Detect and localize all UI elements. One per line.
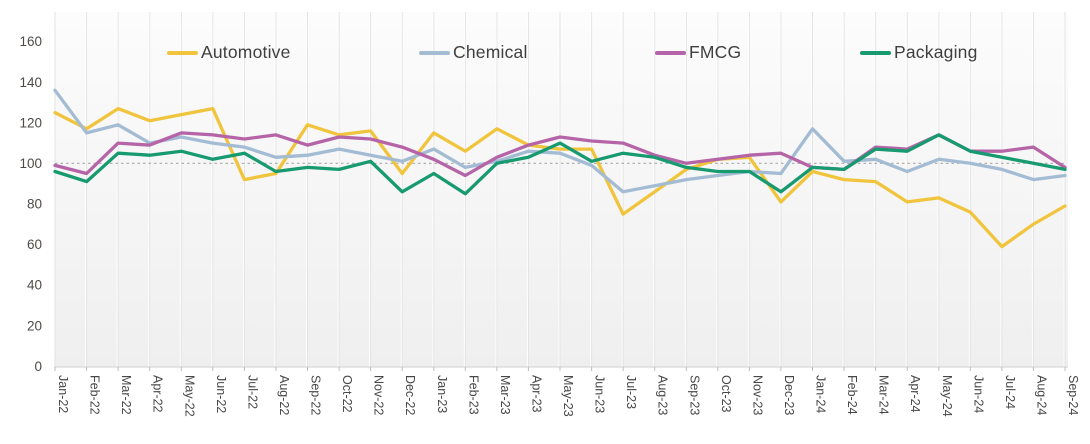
svg-text:Feb-24: Feb-24 (845, 375, 859, 415)
svg-text:20: 20 (27, 318, 42, 333)
svg-text:Apr-23: Apr-23 (529, 375, 543, 413)
svg-text:Sep-22: Sep-22 (309, 375, 323, 415)
svg-text:Jan-24: Jan-24 (814, 375, 828, 413)
svg-text:Jul-23: Jul-23 (624, 375, 638, 409)
plot-background (55, 12, 1068, 367)
legend-item-automotive[interactable]: Automotive (167, 42, 291, 63)
svg-text:Jan-22: Jan-22 (56, 375, 70, 413)
y-axis-labels: 0 20 40 60 80 100 120 140 160 (19, 34, 42, 374)
legend-item-chemical[interactable]: Chemical (419, 42, 528, 63)
svg-text:Oct-23: Oct-23 (719, 375, 733, 413)
svg-text:May-24: May-24 (940, 375, 954, 417)
svg-text:Mar-23: Mar-23 (498, 375, 512, 415)
svg-text:Sep-23: Sep-23 (687, 375, 701, 415)
legend-label-chemical: Chemical (453, 42, 528, 62)
svg-text:Nov-23: Nov-23 (750, 375, 764, 415)
series-line-packaging (53, 133, 1067, 196)
legend-color-dash-fmcg (655, 50, 686, 55)
svg-text:Oct-22: Oct-22 (340, 375, 354, 413)
legend-item-packaging[interactable]: Packaging (860, 42, 978, 63)
legend-color-dash-chemical (419, 50, 450, 55)
svg-text:May-23: May-23 (561, 375, 575, 417)
svg-text:Aug-24: Aug-24 (1034, 375, 1048, 415)
series-line-fmcg (53, 131, 1067, 178)
svg-text:Jun-22: Jun-22 (214, 375, 228, 413)
svg-text:Apr-22: Apr-22 (151, 375, 165, 413)
svg-text:Dec-23: Dec-23 (782, 375, 796, 415)
svg-text:Apr-24: Apr-24 (908, 375, 922, 413)
svg-text:May-22: May-22 (182, 375, 196, 417)
svg-text:140: 140 (19, 75, 42, 90)
svg-text:Feb-23: Feb-23 (466, 375, 480, 415)
svg-text:Jun-23: Jun-23 (593, 375, 607, 413)
legend-item-fmcg[interactable]: FMCG (655, 42, 741, 63)
svg-text:100: 100 (19, 156, 42, 171)
svg-text:Aug-23: Aug-23 (656, 375, 670, 415)
svg-text:Aug-22: Aug-22 (277, 375, 291, 415)
legend-label-packaging: Packaging (894, 42, 978, 62)
svg-text:40: 40 (27, 278, 42, 293)
x-axis-labels: Jan-22 Feb-22 Mar-22 Apr-22 May-22 Jun-22 Jul-… (56, 375, 1080, 417)
svg-text:Jan-23: Jan-23 (435, 375, 449, 413)
vertical-gridlines (53, 12, 1066, 367)
svg-text:80: 80 (27, 197, 42, 212)
svg-text:Feb-22: Feb-22 (88, 375, 102, 415)
series-line-chemical (53, 88, 1067, 194)
series-line-automotive (53, 106, 1067, 249)
legend-color-dash-packaging (860, 50, 891, 55)
svg-text:Jul-22: Jul-22 (245, 375, 259, 409)
svg-text:Dec-22: Dec-22 (403, 375, 417, 415)
legend-color-dash-automotive (167, 50, 198, 55)
svg-text:Mar-22: Mar-22 (119, 375, 133, 415)
svg-text:Jun-24: Jun-24 (971, 375, 985, 413)
svg-text:120: 120 (19, 115, 42, 130)
chart-legend: Automotive Chemical FMCG Packaging (0, 0, 1090, 70)
svg-text:Jul-24: Jul-24 (1003, 375, 1017, 409)
svg-text:Sep-24: Sep-24 (1066, 375, 1080, 415)
svg-text:Nov-22: Nov-22 (372, 375, 386, 415)
svg-text:0: 0 (34, 359, 42, 374)
svg-text:Mar-24: Mar-24 (877, 375, 891, 415)
x-axis-ticks (54, 367, 1066, 371)
svg-text:60: 60 (27, 237, 42, 252)
legend-label-fmcg: FMCG (689, 42, 742, 62)
svg-text:160: 160 (19, 34, 42, 49)
legend-label-automotive: Automotive (201, 42, 291, 62)
